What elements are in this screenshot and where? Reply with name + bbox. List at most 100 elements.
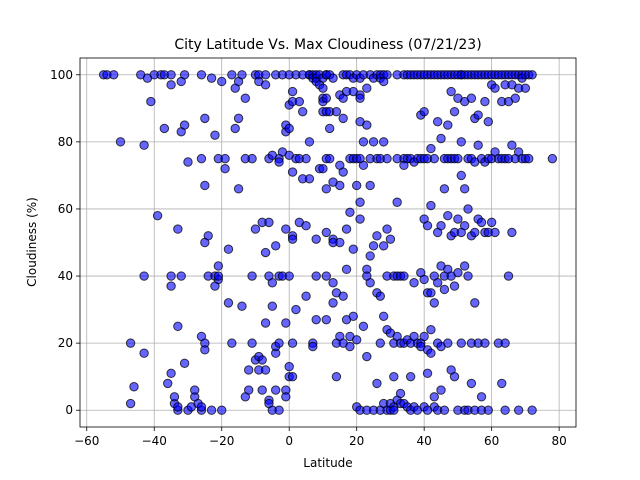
data-point: [250, 224, 261, 234]
data-point: [382, 153, 392, 164]
data-point: [173, 224, 183, 234]
data-point: [125, 398, 136, 409]
data-point: [399, 271, 409, 281]
data-point: [456, 170, 466, 181]
data-point: [409, 278, 419, 288]
data-point: [200, 345, 210, 355]
data-point: [274, 338, 284, 348]
data-point: [190, 385, 200, 395]
y-tick-label: 100: [50, 68, 73, 82]
data-point: [321, 314, 332, 325]
data-point: [432, 278, 443, 288]
data-point: [324, 153, 335, 164]
data-point: [483, 405, 493, 415]
data-point: [459, 184, 470, 194]
data-point: [115, 137, 126, 147]
data-point: [176, 271, 186, 281]
data-point: [436, 221, 446, 231]
data-point: [260, 247, 271, 258]
data-point: [362, 351, 372, 362]
data-point: [365, 180, 375, 191]
data-point: [284, 271, 294, 281]
data-point: [348, 311, 359, 321]
data-point: [159, 123, 170, 134]
data-point: [220, 164, 230, 174]
data-point: [341, 224, 352, 234]
data-point: [355, 93, 365, 103]
x-tick-label: 40: [417, 434, 432, 448]
data-point: [345, 207, 355, 218]
data-point: [321, 227, 332, 238]
data-point: [497, 378, 507, 389]
data-point: [281, 318, 291, 328]
data-point: [368, 241, 379, 251]
data-point: [233, 113, 244, 124]
data-point: [490, 227, 500, 238]
data-point: [429, 392, 439, 402]
chart-title: City Latitude Vs. Max Cloudiness (07/21/…: [174, 37, 481, 53]
x-tick-label: 60: [484, 434, 499, 448]
x-tick-label: −40: [142, 434, 167, 448]
data-point: [351, 180, 362, 191]
data-point: [237, 70, 247, 80]
x-tick-label: 0: [285, 434, 293, 448]
data-point: [378, 137, 389, 147]
data-point: [200, 180, 210, 191]
data-point: [223, 244, 234, 254]
data-point: [324, 123, 335, 134]
data-point: [294, 96, 305, 107]
data-point: [439, 184, 450, 194]
data-point: [213, 271, 224, 281]
data-point: [362, 120, 372, 130]
data-point: [473, 110, 483, 120]
data-point: [281, 392, 291, 402]
data-point: [459, 261, 470, 271]
data-point: [422, 368, 433, 379]
data-point: [338, 167, 348, 177]
data-point: [527, 405, 537, 415]
x-tick-label: 20: [349, 434, 364, 448]
data-point: [335, 237, 345, 248]
data-point: [449, 106, 460, 117]
data-point: [173, 321, 183, 332]
ticks-layer: −60 −40 −20 0 20 40 60 80 0 20 40 60 80 100: [50, 68, 567, 448]
data-point: [426, 325, 436, 335]
data-point: [432, 117, 443, 127]
axes-frame: [79, 57, 577, 428]
data-point: [206, 73, 217, 83]
data-point: [453, 267, 463, 278]
data-point: [429, 298, 439, 308]
data-point: [385, 234, 396, 244]
data-point: [520, 83, 531, 93]
data-point: [507, 227, 517, 238]
data-point: [375, 291, 385, 301]
data-point: [287, 371, 298, 382]
data-point: [392, 197, 402, 207]
data-point: [267, 278, 278, 288]
data-point: [179, 358, 190, 368]
data-point: [524, 153, 534, 164]
data-point: [271, 385, 281, 395]
data-point: [503, 271, 514, 281]
data-point: [260, 365, 271, 375]
data-point: [372, 378, 382, 389]
data-point: [203, 231, 213, 241]
data-point: [109, 70, 119, 80]
data-point: [166, 70, 176, 80]
data-point: [419, 331, 429, 342]
data-point: [439, 405, 450, 415]
data-point: [217, 405, 227, 415]
data-point: [429, 153, 439, 164]
points-layer: [98, 70, 558, 415]
data-point: [443, 120, 453, 130]
data-point: [365, 278, 375, 288]
data-point: [318, 164, 328, 174]
data-point: [318, 83, 328, 93]
data-point: [166, 271, 176, 281]
data-point: [196, 70, 207, 80]
data-point: [331, 371, 342, 382]
data-point: [200, 113, 210, 124]
data-point: [486, 217, 497, 228]
data-point: [426, 143, 436, 154]
data-point: [247, 338, 257, 348]
